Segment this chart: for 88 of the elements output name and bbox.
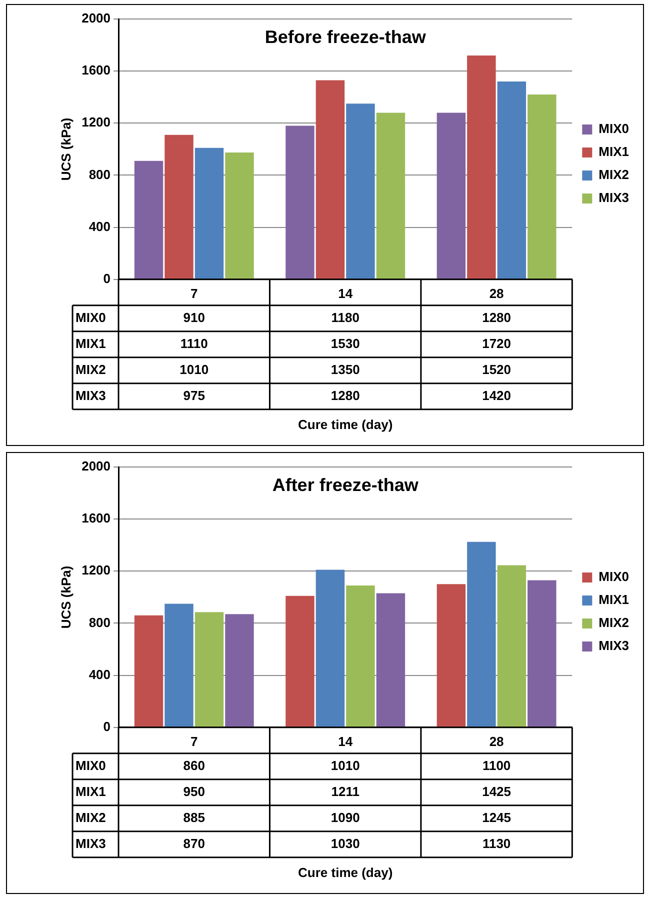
data-label: 950: [183, 784, 205, 799]
y-tick-label: 1600: [82, 62, 111, 78]
y-tick-label: 400: [88, 666, 111, 682]
data-label: 1100: [482, 758, 511, 773]
legend-label: MIX1: [598, 592, 629, 608]
data-label: 1010: [180, 362, 209, 377]
data-label: 1010: [330, 758, 360, 773]
bar: [376, 593, 406, 727]
x-tick-label: 7: [190, 734, 198, 749]
y-axis-title: UCS (kPa): [58, 566, 74, 629]
text: MIX2: [76, 362, 106, 377]
text: MIX2: [76, 810, 106, 825]
data-label: 1420: [482, 388, 512, 403]
bar: [194, 148, 224, 279]
legend-label: MIX3: [598, 638, 629, 654]
data-label: 1720: [482, 336, 512, 351]
data-label: 1211: [331, 784, 360, 799]
legend-label: MIX2: [598, 167, 629, 182]
bar: [134, 160, 164, 279]
bar: [316, 80, 345, 279]
data-label: 870: [183, 836, 205, 851]
y-tick-label: 800: [88, 614, 111, 630]
bar: [134, 615, 164, 727]
x-tick-label: 14: [338, 286, 354, 301]
y-tick-label: 800: [88, 166, 111, 182]
data-label: 1425: [482, 784, 512, 799]
data-label: 1350: [330, 362, 360, 377]
bar: [346, 585, 375, 727]
x-tick-label: 14: [338, 734, 354, 749]
bar: [467, 542, 496, 727]
y-tick-label: 400: [88, 218, 111, 234]
data-label: 1280: [482, 310, 512, 325]
y-axis-title: UCS (kPa): [58, 118, 74, 181]
data-label: 860: [183, 758, 205, 773]
y-tick-label: 1200: [82, 562, 111, 578]
x-axis-title: Cure time (day): [298, 416, 393, 432]
data-label: 910: [183, 310, 205, 325]
data-label: 1530: [330, 336, 360, 351]
x-tick-label: 28: [489, 734, 504, 749]
y-tick-label: 0: [103, 270, 111, 286]
bar: [225, 614, 254, 727]
data-label: 1030: [330, 836, 360, 851]
bar: [497, 81, 526, 279]
bar: [286, 126, 314, 279]
bar: [528, 580, 556, 727]
bar: [436, 112, 466, 279]
bar: [497, 565, 526, 727]
data-label: 1110: [180, 336, 208, 351]
bar: [436, 584, 466, 727]
bar: [467, 55, 496, 279]
data-label: 1245: [482, 810, 512, 825]
legend-label: MIX2: [598, 615, 629, 630]
text: MIX0: [76, 758, 106, 773]
bar: [376, 112, 406, 279]
bar: [316, 570, 345, 727]
bar: [528, 94, 556, 279]
bar: [164, 134, 194, 279]
text: Before freeze-thaw: [264, 26, 427, 47]
text: After freeze-thaw: [272, 474, 420, 495]
y-tick-label: 0: [103, 718, 111, 734]
legend-label: MIX3: [598, 190, 629, 206]
bar: [346, 104, 375, 279]
y-tick-label: 1200: [82, 114, 111, 130]
text: MIX0: [76, 310, 106, 325]
text: MIX1: [76, 784, 106, 799]
y-tick-label: 2000: [82, 458, 111, 474]
y-tick-label: 2000: [82, 10, 111, 26]
x-tick-label: 28: [489, 286, 504, 301]
bar: [225, 152, 254, 279]
legend-label: MIX1: [598, 144, 629, 160]
legend-label: MIX0: [598, 121, 629, 136]
bar: [164, 604, 194, 727]
x-tick-label: 7: [190, 286, 198, 301]
legend-label: MIX0: [598, 569, 629, 584]
data-label: 885: [183, 810, 205, 825]
y-tick-label: 1600: [82, 510, 111, 526]
text: MIX1: [76, 336, 106, 351]
bar: [194, 612, 224, 727]
data-label: 1280: [330, 388, 360, 403]
data-label: 975: [183, 388, 205, 403]
data-label: 1090: [330, 810, 360, 825]
data-label: 1520: [482, 362, 512, 377]
bar: [286, 596, 314, 727]
x-axis-title: Cure time (day): [298, 864, 393, 880]
text: MIX3: [76, 388, 106, 403]
text: MIX3: [76, 836, 106, 851]
data-label: 1180: [331, 310, 360, 325]
data-label: 1130: [482, 836, 511, 851]
